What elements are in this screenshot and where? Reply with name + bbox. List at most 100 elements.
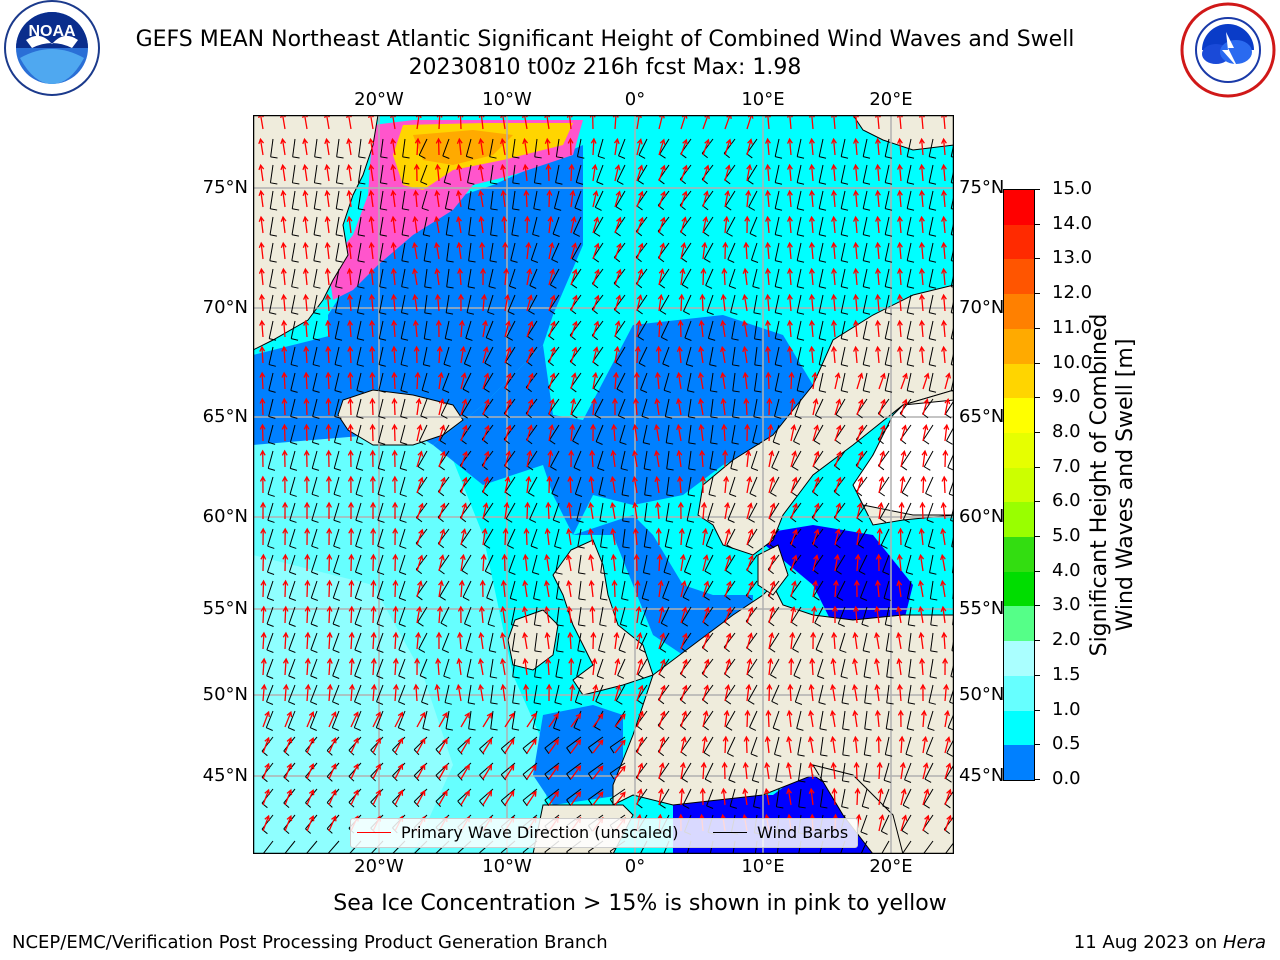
wave-direction-arrow bbox=[658, 268, 665, 286]
wind-barb bbox=[879, 502, 890, 523]
wave-direction-arrow bbox=[281, 397, 288, 416]
wave-direction-arrow bbox=[809, 657, 816, 676]
wind-barb bbox=[379, 242, 387, 263]
wave-direction-arrow bbox=[459, 345, 466, 364]
wave-direction-arrow bbox=[656, 553, 663, 572]
wave-direction-arrow bbox=[764, 761, 771, 780]
wave-direction-arrow bbox=[721, 761, 728, 780]
wind-barb bbox=[906, 372, 915, 393]
colorbar-segment bbox=[1004, 294, 1034, 330]
wind-barb bbox=[487, 294, 495, 315]
wind-barb bbox=[842, 736, 850, 757]
wind-barb bbox=[596, 164, 604, 185]
wind-barb bbox=[884, 242, 893, 263]
wind-barb bbox=[814, 398, 824, 419]
wind-barb bbox=[440, 398, 450, 419]
wind-barb bbox=[421, 684, 429, 705]
wave-direction-arrow bbox=[658, 242, 666, 260]
wind-barb bbox=[400, 320, 409, 341]
wave-direction-arrow bbox=[809, 189, 815, 208]
colorbar-title-line2: Wind Waves and Swell [m] bbox=[1113, 338, 1138, 632]
wave-direction-arrow bbox=[614, 765, 626, 780]
wind-barb bbox=[680, 242, 692, 263]
wave-direction-arrow bbox=[347, 371, 354, 390]
wave-direction-arrow bbox=[283, 683, 289, 702]
wave-direction-arrow bbox=[258, 241, 265, 260]
wave-direction-arrow bbox=[768, 606, 776, 624]
wave-direction-arrow bbox=[610, 553, 617, 572]
wind-barb bbox=[884, 736, 893, 757]
wave-direction-arrow bbox=[390, 241, 397, 260]
wave-direction-arrow bbox=[280, 137, 287, 156]
wave-direction-arrow bbox=[570, 790, 582, 806]
wave-direction-arrow bbox=[459, 553, 466, 572]
legend-wind-swatch bbox=[713, 832, 747, 833]
wind-barb bbox=[576, 502, 584, 523]
wave-direction-arrow bbox=[305, 683, 311, 702]
wind-barb bbox=[883, 762, 891, 783]
lon-tick-top: 20°E bbox=[869, 89, 913, 110]
wave-direction-arrow bbox=[482, 346, 489, 364]
wind-barb bbox=[442, 138, 450, 159]
wind-barb bbox=[555, 658, 563, 679]
wind-barb bbox=[289, 450, 298, 471]
wind-barb bbox=[709, 450, 717, 471]
wind-barb bbox=[618, 138, 626, 159]
wave-direction-arrow bbox=[614, 684, 622, 702]
wave-direction-arrow bbox=[875, 319, 881, 338]
wind-barb bbox=[510, 242, 518, 263]
wind-barb bbox=[488, 632, 497, 653]
wind-barb bbox=[774, 216, 783, 237]
wave-direction-arrow bbox=[522, 657, 529, 676]
wave-direction-arrow bbox=[262, 814, 270, 832]
wind-barb bbox=[466, 294, 474, 315]
wave-direction-arrow bbox=[918, 631, 925, 650]
wind-barb bbox=[616, 164, 626, 185]
wind-barb bbox=[490, 684, 498, 705]
colorbar-title: Significant Height of Combined Wind Wave… bbox=[1087, 314, 1139, 657]
wave-direction-arrow bbox=[258, 189, 265, 208]
wave-direction-arrow bbox=[414, 657, 421, 676]
wave-direction-arrow bbox=[831, 137, 837, 156]
wave-direction-arrow bbox=[787, 319, 793, 338]
wind-barb bbox=[268, 346, 276, 367]
wave-direction-arrow bbox=[768, 476, 776, 494]
wave-direction-arrow bbox=[438, 737, 448, 754]
colorbar bbox=[1003, 189, 1035, 781]
wave-direction-arrow bbox=[765, 241, 771, 260]
wave-direction-arrow bbox=[724, 658, 732, 676]
wave-direction-arrow bbox=[526, 712, 537, 728]
wave-direction-arrow bbox=[944, 709, 950, 728]
wave-direction-arrow bbox=[328, 815, 337, 832]
wave-direction-arrow bbox=[654, 475, 661, 494]
wind-barb bbox=[462, 580, 472, 601]
wave-direction-arrow bbox=[280, 293, 287, 312]
wind-barb bbox=[862, 190, 871, 211]
wind-barb bbox=[333, 502, 341, 523]
wind-barb bbox=[468, 710, 476, 731]
wind-barb bbox=[401, 268, 409, 289]
wave-direction-arrow bbox=[743, 397, 750, 416]
wind-barb bbox=[660, 606, 670, 627]
wind-barb bbox=[465, 138, 474, 159]
wind-barb bbox=[399, 450, 408, 471]
wind-barb bbox=[683, 294, 692, 315]
wind-barb bbox=[356, 294, 365, 315]
wind-barb bbox=[703, 736, 714, 757]
wind-barb bbox=[444, 190, 453, 211]
wind-barb bbox=[578, 580, 586, 601]
colorbar-tick-label: 8.0 bbox=[1052, 420, 1081, 442]
wave-direction-arrow bbox=[392, 579, 399, 598]
wave-direction-arrow bbox=[941, 345, 947, 364]
wave-direction-arrow bbox=[897, 163, 903, 182]
wave-direction-arrow bbox=[568, 449, 575, 468]
wave-direction-arrow bbox=[790, 554, 798, 572]
wave-direction-arrow bbox=[636, 138, 643, 156]
wind-barb bbox=[862, 138, 871, 159]
wave-direction-arrow bbox=[941, 189, 947, 208]
wind-barb bbox=[858, 554, 868, 575]
wind-barb bbox=[864, 710, 872, 731]
colorbar-tick-label: 11.0 bbox=[1052, 316, 1093, 338]
wave-direction-arrow bbox=[569, 423, 576, 442]
wave-direction-arrow bbox=[654, 397, 661, 416]
